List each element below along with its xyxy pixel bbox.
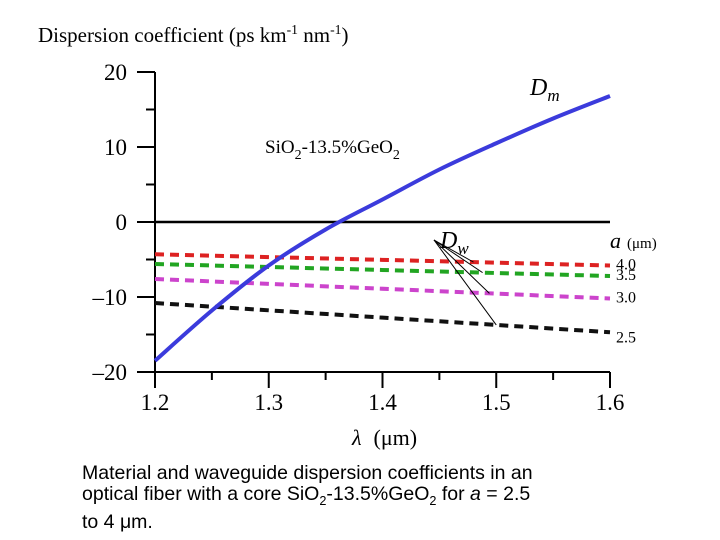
a-value-labels: 4.03.5 3.0 2.5 — [616, 257, 636, 347]
y-tick-label: 20 — [104, 60, 127, 85]
waveguide-line-a-2.5 — [154, 301, 611, 335]
y-tick-label: 10 — [104, 135, 127, 160]
y-tick-label: 0 — [116, 210, 128, 235]
x-tick-label: 1.6 — [596, 390, 625, 415]
leader-line-a-3.5 — [433, 239, 483, 274]
leader-line-a-3.0 — [433, 239, 490, 294]
y-title-sup2: -1 — [330, 22, 342, 37]
a-header: a (μm) — [610, 228, 657, 253]
dw-leader-lines — [433, 239, 497, 326]
annotations: SiO2-13.5%GeO2 Dm Dw a (μm) 4.03.5 3.0 2.5 — [265, 75, 657, 346]
x-tick-label: 1.4 — [368, 390, 397, 415]
dm-label: Dm — [529, 75, 560, 105]
y-title-sup1: -1 — [286, 22, 299, 37]
x-axis: 1.2 1.3 1.4 1.5 1.6 — [141, 371, 625, 415]
y-title-mid: nm — [298, 23, 331, 47]
material-line — [153, 94, 611, 363]
a-label-3.0: 3.0 — [616, 290, 636, 307]
waveguide-line-a-3.5 — [154, 262, 611, 278]
x-tick-label: 1.5 — [482, 390, 511, 415]
waveguide-lines — [154, 252, 611, 335]
caption-line-2: optical fiber with a core SiO2-13.5%GeO2… — [82, 483, 531, 508]
dispersion-chart: 20 10 0 –10 –20 1.2 1.3 1.4 1.5 1.6 SiO2-13.5%Ge… — [92, 60, 657, 450]
material-label: SiO2-13.5%GeO2 — [265, 137, 400, 163]
a-label-3.5: 3.5 — [616, 267, 636, 284]
y-tick-label: –10 — [92, 285, 128, 310]
leader-line-a-4.0 — [433, 239, 474, 263]
y-axis-title: Dispersion coefficient (ps km-1 nm-1) — [38, 22, 348, 48]
a-label-2.5: 2.5 — [616, 329, 636, 346]
y-title-end: ) — [341, 23, 349, 47]
waveguide-line-a-3.0 — [154, 277, 611, 301]
y-tick-label: –20 — [92, 360, 128, 385]
waveguide-line-a-4.0 — [154, 252, 611, 268]
x-tick-label: 1.3 — [254, 390, 283, 415]
figure-caption: Material and waveguide dispersion coeffi… — [82, 463, 702, 533]
y-title-text: Dispersion coefficient (ps km — [38, 23, 287, 47]
a-label-4.0: 4.0 — [616, 257, 636, 274]
leader-line-a-2.5 — [433, 239, 497, 326]
caption-line-1: Material and waveguide dispersion coeffi… — [82, 462, 533, 484]
y-axis: 20 10 0 –10 –20 — [92, 60, 610, 385]
material-dispersion-curve — [153, 94, 611, 363]
x-tick-label: 1.2 — [141, 390, 170, 415]
caption-line-3: to 4 μm. — [82, 510, 153, 533]
dw-label: Dw — [439, 228, 469, 258]
x-axis-title: λ (μm) — [351, 425, 417, 450]
